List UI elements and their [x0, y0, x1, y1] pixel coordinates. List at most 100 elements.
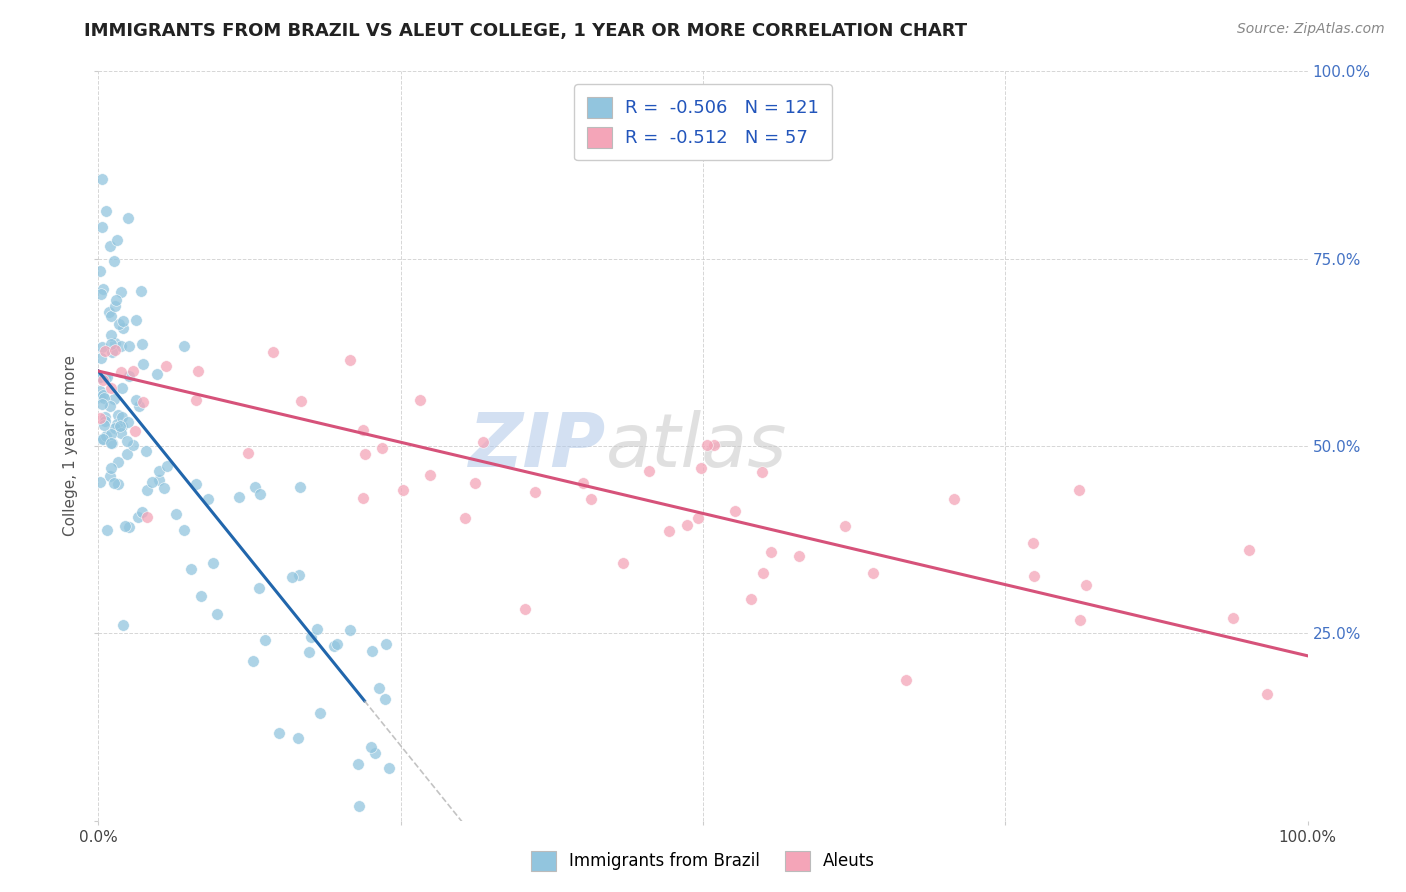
- Text: ZIP: ZIP: [470, 409, 606, 483]
- Point: [115, 447, 138, 461]
- Legend: Immigrants from Brazil, Aleuts: Immigrants from Brazil, Aleuts: [523, 842, 883, 880]
- Point: [148, 473, 170, 487]
- Point: [91, 282, 114, 296]
- Point: [153, 482, 176, 496]
- Point: [91, 340, 114, 354]
- Point: [141, 475, 163, 489]
- Point: [100, 435, 122, 450]
- Point: [132, 357, 155, 371]
- Point: [676, 518, 699, 533]
- Point: [352, 423, 374, 437]
- Point: [205, 607, 228, 621]
- Point: [242, 654, 264, 668]
- Point: [1021, 535, 1043, 549]
- Point: [740, 591, 762, 606]
- Point: [146, 368, 169, 382]
- Point: [110, 366, 132, 380]
- Point: [114, 518, 136, 533]
- Point: [305, 622, 328, 636]
- Point: [97, 305, 120, 319]
- Point: [254, 632, 277, 647]
- Point: [107, 408, 129, 422]
- Point: [96, 523, 118, 537]
- Point: [128, 399, 150, 413]
- Point: [118, 368, 141, 383]
- Point: [91, 388, 114, 402]
- Point: [117, 520, 139, 534]
- Point: [105, 417, 128, 432]
- Point: [1069, 613, 1091, 627]
- Point: [135, 509, 157, 524]
- Point: [117, 211, 139, 226]
- Point: [262, 345, 284, 359]
- Point: [135, 444, 157, 458]
- Point: [96, 428, 118, 442]
- Point: [297, 645, 319, 659]
- Point: [1256, 687, 1278, 701]
- Point: [249, 486, 271, 500]
- Point: [98, 399, 121, 413]
- Point: [100, 310, 122, 324]
- Point: [364, 746, 387, 760]
- Point: [269, 725, 291, 739]
- Point: [98, 469, 121, 483]
- Text: atlas: atlas: [606, 410, 787, 482]
- Point: [1022, 569, 1045, 583]
- Point: [117, 415, 139, 429]
- Point: [180, 561, 202, 575]
- Point: [1074, 578, 1097, 592]
- Point: [105, 293, 128, 308]
- Point: [352, 491, 374, 505]
- Point: [90, 286, 112, 301]
- Point: [101, 345, 124, 359]
- Point: [789, 549, 811, 564]
- Point: [90, 172, 112, 186]
- Point: [110, 425, 132, 440]
- Point: [942, 491, 965, 506]
- Point: [173, 523, 195, 537]
- Point: [129, 285, 152, 299]
- Point: [89, 475, 111, 489]
- Point: [101, 436, 124, 450]
- Point: [112, 618, 135, 632]
- Point: [339, 352, 361, 367]
- Point: [360, 644, 382, 658]
- Point: [236, 446, 259, 460]
- Point: [288, 568, 311, 582]
- Point: [89, 410, 111, 425]
- Point: [122, 364, 145, 378]
- Point: [91, 373, 114, 387]
- Point: [190, 589, 212, 603]
- Point: [131, 337, 153, 351]
- Point: [104, 343, 127, 357]
- Point: [173, 339, 195, 353]
- Point: [322, 639, 344, 653]
- Point: [418, 467, 440, 482]
- Point: [165, 507, 187, 521]
- Point: [131, 505, 153, 519]
- Point: [103, 392, 125, 406]
- Point: [392, 483, 415, 497]
- Point: [378, 761, 401, 775]
- Point: [245, 480, 267, 494]
- Point: [761, 545, 783, 559]
- Point: [89, 390, 111, 404]
- Point: [124, 424, 146, 438]
- Point: [107, 455, 129, 469]
- Text: Source: ZipAtlas.com: Source: ZipAtlas.com: [1237, 22, 1385, 37]
- Point: [612, 556, 634, 570]
- Point: [111, 314, 134, 328]
- Legend: R =  -0.506   N = 121, R =  -0.512   N = 57: R = -0.506 N = 121, R = -0.512 N = 57: [575, 84, 831, 161]
- Text: IMMIGRANTS FROM BRAZIL VS ALEUT COLLEGE, 1 YEAR OR MORE CORRELATION CHART: IMMIGRANTS FROM BRAZIL VS ALEUT COLLEGE,…: [84, 22, 967, 40]
- Point: [368, 681, 391, 696]
- Point: [1239, 543, 1261, 558]
- Point: [896, 673, 918, 687]
- Point: [287, 731, 309, 746]
- Point: [93, 391, 115, 405]
- Point: [94, 414, 117, 428]
- Point: [658, 524, 681, 538]
- Point: [121, 438, 143, 452]
- Point: [100, 381, 122, 395]
- Point: [108, 418, 131, 433]
- Point: [752, 566, 775, 580]
